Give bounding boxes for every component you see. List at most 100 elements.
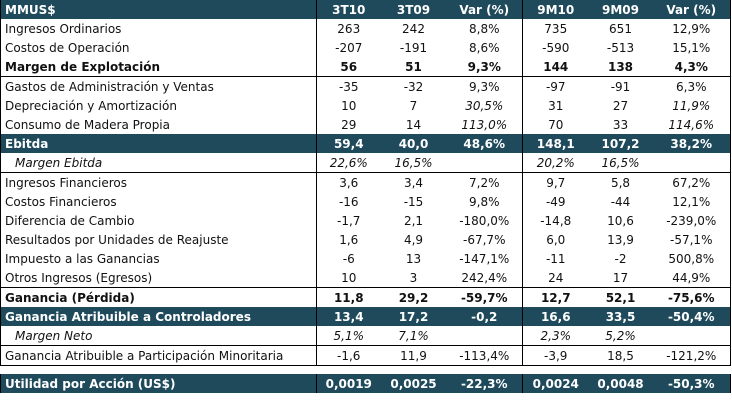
- value-cell: -121,2%: [652, 345, 731, 366]
- header-row: MMUS$ 3T10 3T09 Var (%) 9M10 9M09 Var (%): [0, 0, 731, 19]
- table-row: Margen de Explotación 56 51 9,3% 144 138 4,3%: [0, 57, 731, 77]
- value-cell: 22,6%: [316, 153, 381, 173]
- row-label: Margen de Explotación: [0, 57, 317, 77]
- value-cell: 56: [316, 57, 381, 77]
- value-cell: 7,1%: [380, 326, 447, 346]
- value-cell: -0,2: [446, 307, 523, 326]
- value-cell: 7: [409, 98, 418, 113]
- value-cell: 15,1%: [652, 38, 731, 57]
- table-row: Ingresos Financieros 3,6 3,4 7,2% 9,7 5,8 67,2…: [0, 172, 731, 192]
- spacer-row: [0, 365, 731, 374]
- table-row: Costos Financieros -16 -15 9,8% -49 -44 12,1%: [0, 192, 731, 211]
- value-cell: -15: [403, 194, 424, 209]
- value-cell: 11,9: [380, 345, 447, 366]
- value-cell: -180,0%: [459, 213, 510, 228]
- row-label-text: Gastos de Administración y Ventas: [5, 79, 214, 94]
- table-row: Impuesto a las Ganancias -6 13 -147,1% -11 -2…: [0, 249, 731, 268]
- table-row: Ganancia Atribuible a Controladores 13,4 1…: [0, 307, 731, 326]
- row-label: Ganancia Atribuible a Controladores: [0, 307, 317, 326]
- value-cell: -57,1%: [652, 230, 731, 249]
- table-row: Resultados por Unidades de Reajuste 1,6 4,…: [0, 230, 731, 249]
- value-cell: 16,5%: [588, 153, 653, 173]
- value-cell: 9,3%: [469, 79, 500, 94]
- row-label: Ingresos Ordinarios: [0, 19, 317, 38]
- value-cell: -2: [614, 251, 627, 266]
- value-cell: 242: [402, 21, 425, 36]
- value-cell: 17,2: [380, 307, 447, 326]
- table-row: Ganancia Atribuible a Participación Mino…: [0, 345, 731, 366]
- row-label-text: MMUS$: [5, 2, 56, 17]
- value-cell: 9M10: [522, 0, 589, 19]
- row-label: Resultados por Unidades de Reajuste: [0, 230, 317, 249]
- value-cell: [652, 326, 731, 346]
- value-cell: -191: [399, 40, 428, 55]
- value-cell: 6,0: [522, 230, 589, 249]
- value-cell: 9M09: [588, 0, 653, 19]
- table-row: Diferencia de Cambio -1,7 2,1 -180,0% -14,8 1…: [0, 211, 731, 230]
- value-cell: 5,8: [610, 175, 631, 190]
- row-label: Ganancia Atribuible a Participación Mino…: [0, 345, 317, 366]
- value-cell: 2,3%: [522, 326, 589, 346]
- value-cell: 16,6: [522, 307, 589, 326]
- value-cell: 651: [609, 21, 632, 36]
- value-cell: 40,0: [380, 134, 447, 153]
- value-cell: 4,9: [403, 232, 424, 247]
- value-cell: -1,6: [316, 345, 381, 366]
- value-cell: 242,4%: [461, 270, 508, 285]
- row-label-text: Ganancia Atribuible a Participación Mino…: [5, 348, 284, 363]
- row-label-text: Utilidad por Acción (US$): [5, 376, 176, 391]
- value-cell: 3,6: [316, 172, 381, 192]
- row-label-text: Margen Ebitda: [15, 155, 103, 170]
- value-cell: 11,9%: [652, 96, 731, 115]
- value-cell: -6: [316, 249, 381, 268]
- row-label-text: Costos de Operación: [5, 40, 130, 55]
- value-cell: 67,2%: [652, 172, 731, 192]
- value-cell: 12,7: [522, 287, 589, 307]
- value-cell: 0,0025: [380, 374, 447, 393]
- value-cell: 148,1: [522, 134, 589, 153]
- value-cell: 52,1: [588, 287, 653, 307]
- value-cell: -50,3%: [652, 374, 731, 393]
- value-cell: 144: [522, 57, 589, 77]
- value-cell: -32: [403, 79, 424, 94]
- row-label-text: Diferencia de Cambio: [5, 213, 135, 228]
- table-row: Margen Ebitda 22,6% 16,5% 20,2% 16,5%: [0, 153, 731, 173]
- value-cell: 38,2%: [652, 134, 731, 153]
- value-cell: [652, 153, 731, 173]
- value-cell: -16: [316, 192, 381, 211]
- row-label-text: Costos Financieros: [5, 194, 117, 209]
- row-label-text: Ingresos Financieros: [5, 175, 127, 190]
- value-cell: 29,2: [380, 287, 447, 307]
- value-cell: -590: [522, 38, 589, 57]
- value-cell: 5,2%: [588, 326, 653, 346]
- row-label: Costos Financieros: [0, 192, 317, 211]
- row-label: Depreciación y Amortización: [0, 96, 317, 115]
- value-cell: 27: [612, 98, 629, 113]
- value-cell: Var (%): [652, 0, 731, 19]
- value-cell: 30,5%: [465, 98, 504, 113]
- row-label-text: Ganancia Atribuible a Controladores: [5, 309, 251, 324]
- value-cell: 6,3%: [652, 76, 731, 96]
- value-cell: 20,2%: [522, 153, 589, 173]
- value-cell: 18,5: [588, 345, 653, 366]
- row-label: Gastos de Administración y Ventas: [0, 76, 317, 96]
- value-cell: -14,8: [522, 211, 589, 230]
- value-cell: 107,2: [588, 134, 653, 153]
- row-label: Margen Neto: [0, 326, 317, 346]
- value-cell: 9,7: [522, 172, 589, 192]
- value-cell: -147,1%: [459, 251, 510, 266]
- value-cell: 44,9%: [652, 268, 731, 288]
- value-cell: 10: [316, 96, 381, 115]
- value-cell: 14: [405, 117, 422, 132]
- table-row: Depreciación y Amortización 10 7 30,5% 31 27 1…: [0, 96, 731, 115]
- value-cell: -22,3%: [446, 374, 523, 393]
- value-cell: 29: [316, 115, 381, 134]
- value-cell: 2,1: [403, 213, 424, 228]
- value-cell: 7,2%: [469, 175, 500, 190]
- row-label-text: Consumo de Madera Propia: [5, 117, 170, 132]
- value-cell: 114,6%: [652, 115, 731, 134]
- table-row: Margen Neto 5,1% 7,1% 2,3% 5,2%: [0, 326, 731, 346]
- value-cell: 0,0024: [522, 374, 589, 393]
- value-cell: 10: [316, 268, 381, 288]
- row-label: MMUS$: [0, 0, 317, 19]
